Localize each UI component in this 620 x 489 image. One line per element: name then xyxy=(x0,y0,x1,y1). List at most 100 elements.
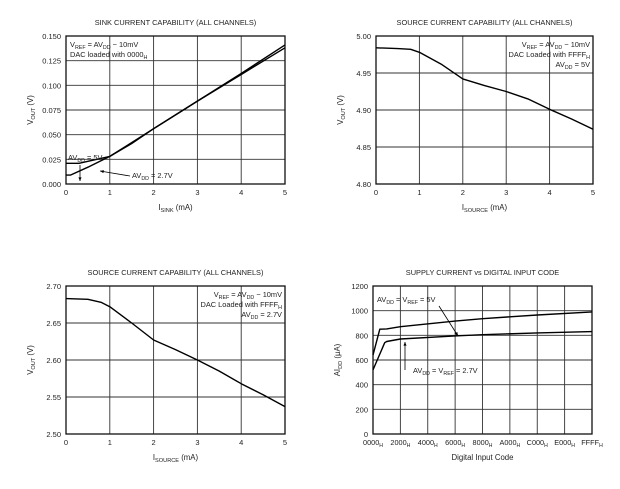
subscript: H xyxy=(407,443,411,449)
chart-3: SOURCE CURRENT CAPABILITY (ALL CHANNELS)… xyxy=(26,268,287,464)
label-part: V xyxy=(26,369,35,375)
annotation-leader xyxy=(438,305,459,337)
label-part: V xyxy=(26,119,35,125)
label-part: FFFF xyxy=(581,438,599,447)
x-tick-label: 2 xyxy=(461,188,465,197)
subscript: DD xyxy=(141,176,149,182)
chart-4: SUPPLY CURRENT vs DIGITAL INPUT CODE 0000… xyxy=(333,268,603,462)
label-part: (μA) xyxy=(333,343,342,360)
label-part: = AV xyxy=(229,290,246,299)
x-axis-label: ISOURCE (mA) xyxy=(153,453,199,464)
x-tick-label: 2 xyxy=(152,188,156,197)
x-tick-label: 3 xyxy=(195,438,199,447)
x-tick-label: 1 xyxy=(108,438,112,447)
x-tick-label: E000H xyxy=(554,438,575,449)
subscript: DD xyxy=(247,295,255,301)
label-part: I xyxy=(158,203,160,212)
subscript: SINK xyxy=(161,208,174,214)
subscript: H xyxy=(489,443,493,449)
label-part: − 10mV xyxy=(562,40,590,49)
annotation: AVDD = 5V xyxy=(68,153,103,164)
label-part: AV xyxy=(68,153,77,162)
label-part: (V) xyxy=(26,95,35,108)
x-tick-label: 5 xyxy=(283,188,287,197)
x-tick-label: FFFFH xyxy=(581,438,603,449)
y-tick-label: 2.50 xyxy=(46,430,61,439)
x-axis-label: ISOURCE (mA) xyxy=(462,203,508,214)
subscript: DD xyxy=(338,361,344,369)
label-part: DAC Loaded with FFFF xyxy=(509,50,587,59)
subscript: H xyxy=(461,443,465,449)
label-part: I xyxy=(153,453,155,462)
label-part: = AV xyxy=(537,40,554,49)
label-part: V xyxy=(336,119,345,125)
subscript: DD xyxy=(422,371,430,377)
label-part: DAC Loaded with FFFF xyxy=(201,300,279,309)
label-part: 4000 xyxy=(418,438,434,447)
subscript: H xyxy=(278,305,282,311)
label-part: V xyxy=(522,40,527,49)
x-tick-label: C000H xyxy=(527,438,548,449)
subscript: H xyxy=(586,55,590,61)
label-part: 2000 xyxy=(390,438,406,447)
y-tick-label: 600 xyxy=(355,356,368,365)
subscript: H xyxy=(434,443,438,449)
label-part: 0000 xyxy=(363,438,379,447)
y-tick-label: 200 xyxy=(355,405,368,414)
subscript: DD xyxy=(386,300,394,306)
label-part: (mA) xyxy=(179,453,198,462)
x-tick-label: 0 xyxy=(64,188,68,197)
x-tick-label: 2000H xyxy=(390,438,410,449)
label-part: = 2.7V xyxy=(258,310,282,319)
label-part: A000 xyxy=(500,438,517,447)
y-tick-label: 4.85 xyxy=(356,143,371,152)
x-tick-label: 8000H xyxy=(473,438,493,449)
arrowhead-icon xyxy=(454,332,458,336)
subscript: H xyxy=(379,443,383,449)
y-axis-label: VOUT (V) xyxy=(26,95,37,125)
subscript: H xyxy=(571,443,575,449)
annotation: DAC Loaded with FFFFH xyxy=(509,50,591,61)
series-line-1 xyxy=(375,47,594,130)
y-tick-label: 0.050 xyxy=(42,131,61,140)
annotation: AVDD = 2.7V xyxy=(132,171,173,182)
label-part: C000 xyxy=(527,438,544,447)
subscript: H xyxy=(144,55,148,61)
x-axis-label: Digital Input Code xyxy=(452,453,514,462)
subscript: DD xyxy=(103,45,111,51)
y-tick-label: 4.95 xyxy=(356,69,371,78)
label-part: V xyxy=(70,40,75,49)
series-line-2 xyxy=(66,47,286,176)
y-axis-label: AIDD (μA) xyxy=(333,343,344,376)
series-line-1 xyxy=(372,311,593,356)
label-part: = 5V xyxy=(85,153,103,162)
annotation: VREF = AVDD − 10mV xyxy=(214,290,282,301)
subscript: REF xyxy=(443,371,454,377)
arrowhead-icon xyxy=(78,177,82,181)
label-part: = V xyxy=(394,295,407,304)
label-part: AV xyxy=(377,295,386,304)
x-tick-label: 0 xyxy=(374,188,378,197)
chart-title: SINK CURRENT CAPABILITY (ALL CHANNELS) xyxy=(95,18,257,27)
annotation-leader xyxy=(99,170,131,177)
subscript: REF xyxy=(527,45,538,51)
y-tick-label: 0.025 xyxy=(42,155,61,164)
x-tick-label: 0 xyxy=(64,438,68,447)
x-tick-label: 1 xyxy=(108,188,112,197)
label-part: 6000 xyxy=(445,438,461,447)
y-tick-label: 2.70 xyxy=(46,282,61,291)
x-tick-label: 4 xyxy=(239,438,243,447)
subscript: DD xyxy=(77,158,85,164)
y-tick-label: 800 xyxy=(355,331,368,340)
label-part: = 2.7V xyxy=(454,366,478,375)
x-tick-label: 4 xyxy=(548,188,552,197)
y-axis-label: VOUT (V) xyxy=(26,345,37,375)
label-part: AI xyxy=(333,369,342,376)
subscript: DD xyxy=(555,45,563,51)
label-part: = 2.7V xyxy=(149,171,173,180)
y-tick-label: 5.00 xyxy=(356,32,371,41)
arrowhead-icon xyxy=(403,342,407,346)
x-axis-label: ISINK (mA) xyxy=(158,203,193,214)
annotation: AVDD = 2.7V xyxy=(241,310,282,321)
label-part: = V xyxy=(430,366,443,375)
